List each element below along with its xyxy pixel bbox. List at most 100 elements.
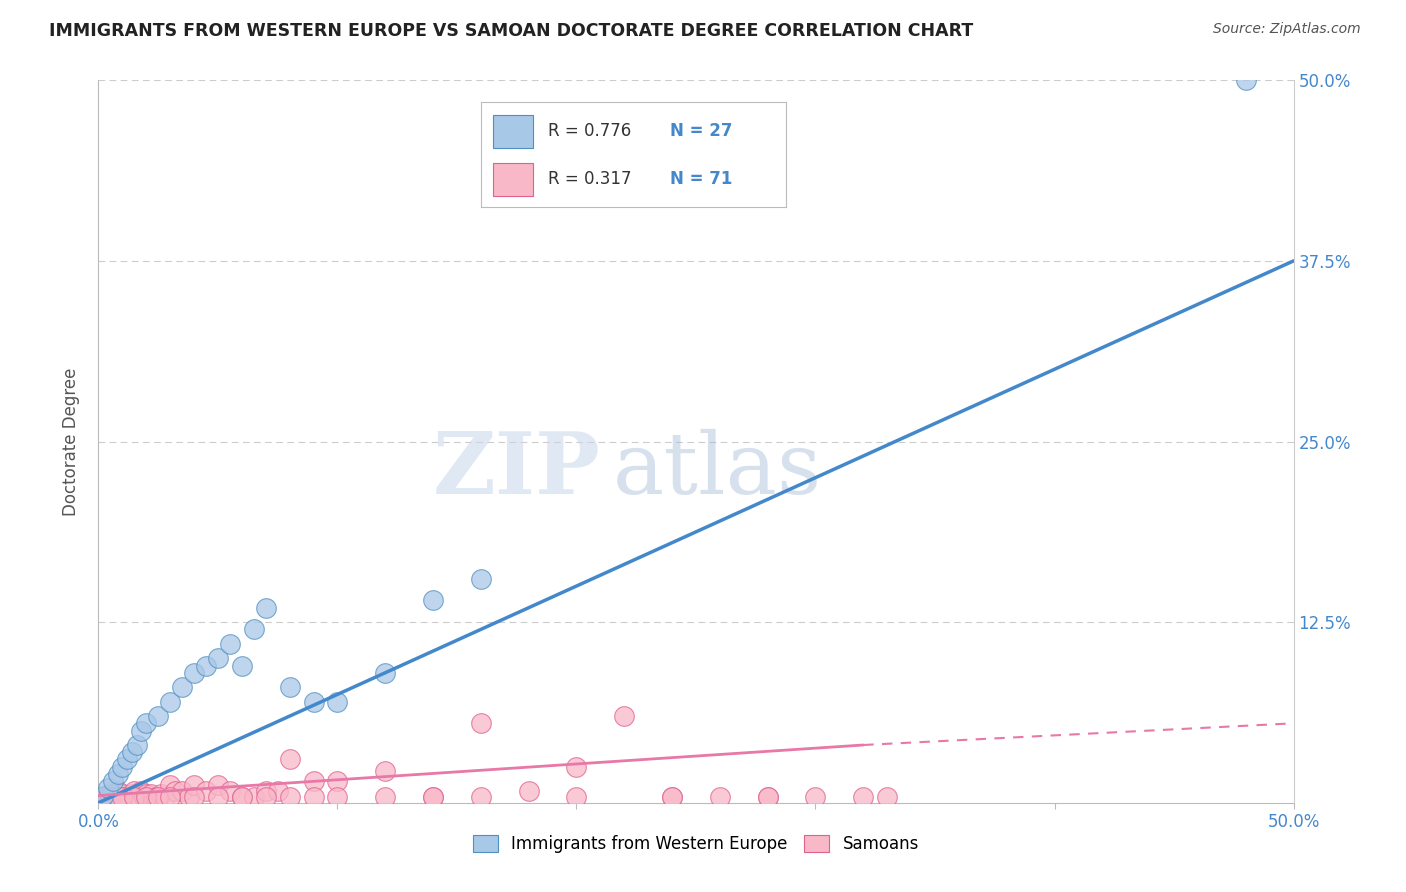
Point (231, 658, 253, 673)
Point (254, 600, 277, 615)
Point (101, 774, 124, 789)
Point (876, 790, 898, 805)
Point (207, 651, 229, 665)
Point (91, 790, 114, 805)
Point (326, 774, 349, 789)
Point (207, 779, 229, 793)
Point (124, 790, 146, 805)
Point (422, 593, 444, 607)
Point (231, 790, 253, 805)
Point (107, 767, 129, 781)
Point (107, 784, 129, 798)
Point (163, 784, 186, 798)
Point (97, 781, 120, 796)
Point (121, 745, 143, 759)
Point (804, 790, 827, 805)
Point (148, 709, 170, 723)
Point (278, 790, 301, 805)
Point (183, 790, 205, 805)
Point (756, 790, 779, 805)
Point (125, 738, 148, 752)
Point (470, 716, 492, 731)
Point (231, 790, 253, 805)
Point (124, 784, 146, 798)
Point (302, 695, 325, 709)
Point (565, 790, 588, 805)
Point (422, 790, 444, 805)
Text: Source: ZipAtlas.com: Source: ZipAtlas.com (1213, 22, 1361, 37)
Point (709, 790, 731, 805)
Point (422, 790, 444, 805)
Point (149, 787, 172, 801)
Point (107, 790, 129, 805)
Point (128, 790, 150, 805)
Point (243, 790, 266, 805)
Point (183, 665, 205, 680)
Point (97, 790, 120, 805)
Point (135, 716, 157, 731)
Point (254, 784, 277, 798)
Point (195, 784, 218, 798)
Point (172, 784, 194, 798)
Point (756, 790, 779, 805)
Y-axis label: Doctorate Degree: Doctorate Degree (62, 368, 80, 516)
Point (135, 787, 157, 801)
Point (98, 787, 122, 801)
Point (118, 790, 141, 805)
Text: ZIP: ZIP (433, 428, 600, 512)
Point (254, 790, 277, 805)
Point (183, 779, 205, 793)
Point (565, 760, 588, 774)
Point (114, 790, 136, 805)
Point (661, 790, 683, 805)
Point (111, 790, 134, 805)
Point (91, 789, 114, 803)
Point (139, 787, 162, 801)
Point (90, 790, 112, 805)
Point (115, 790, 138, 805)
Point (131, 784, 153, 798)
Point (111, 760, 134, 774)
Point (101, 790, 124, 805)
Point (132, 790, 155, 805)
Text: atlas: atlas (613, 429, 821, 512)
Point (121, 787, 143, 801)
Point (125, 790, 148, 805)
Point (852, 790, 875, 805)
Point (159, 790, 181, 805)
Point (219, 784, 242, 798)
Point (661, 790, 683, 805)
Point (302, 774, 325, 789)
Point (1234, 73, 1257, 87)
Point (207, 790, 229, 805)
Point (470, 572, 492, 586)
Point (219, 637, 242, 651)
Point (108, 790, 131, 805)
Point (115, 752, 138, 766)
Point (195, 658, 218, 673)
Point (179, 790, 201, 805)
Point (278, 752, 301, 766)
Point (326, 790, 349, 805)
Point (131, 723, 153, 738)
Point (135, 790, 157, 805)
Legend: Immigrants from Western Europe, Samoans: Immigrants from Western Europe, Samoans (467, 828, 925, 860)
Point (98, 790, 122, 805)
Point (267, 784, 290, 798)
Point (111, 787, 134, 801)
Point (374, 665, 396, 680)
Point (159, 779, 181, 793)
Text: IMMIGRANTS FROM WESTERN EUROPE VS SAMOAN DOCTORATE DEGREE CORRELATION CHART: IMMIGRANTS FROM WESTERN EUROPE VS SAMOAN… (49, 22, 973, 40)
Point (374, 790, 396, 805)
Point (243, 623, 266, 637)
Point (104, 790, 127, 805)
Point (148, 790, 170, 805)
Point (326, 695, 349, 709)
Point (613, 709, 636, 723)
Point (470, 790, 492, 805)
Point (94, 790, 117, 805)
Point (172, 680, 194, 694)
Point (517, 784, 540, 798)
Point (159, 695, 181, 709)
Point (155, 790, 177, 805)
